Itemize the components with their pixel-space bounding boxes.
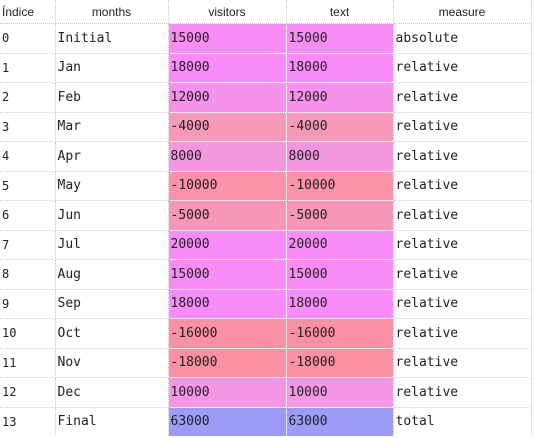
cell-months[interactable]: Jun (55, 200, 169, 231)
table-row[interactable]: 13 Final 63000 63000 total (0, 407, 532, 436)
column-header-months[interactable]: months (55, 0, 169, 24)
cell-months[interactable]: Aug (55, 259, 169, 290)
column-header-index[interactable]: Índice (0, 0, 56, 24)
cell-text[interactable]: -18000 (286, 348, 394, 378)
cell-text[interactable]: 18000 (286, 289, 394, 319)
cell-measure[interactable]: total (393, 407, 532, 436)
cell-measure[interactable]: relative (393, 200, 532, 231)
cell-months[interactable]: Sep (55, 289, 169, 319)
cell-visitors[interactable]: -10000 (168, 171, 287, 201)
cell-text[interactable]: 20000 (286, 230, 394, 260)
cell-measure[interactable]: relative (393, 112, 532, 142)
cell-measure[interactable]: relative (393, 82, 532, 113)
cell-visitors[interactable]: 63000 (168, 407, 287, 436)
cell-index[interactable]: 1 (0, 53, 56, 83)
cell-index[interactable]: 11 (0, 348, 56, 378)
cell-months[interactable]: Oct (55, 318, 169, 349)
cell-text[interactable]: -16000 (286, 318, 394, 349)
table-row[interactable]: 0 Initial 15000 15000 absolute (0, 23, 532, 54)
cell-measure[interactable]: relative (393, 141, 532, 172)
cell-months[interactable]: Jan (55, 53, 169, 83)
cell-index[interactable]: 7 (0, 230, 56, 260)
cell-index[interactable]: 13 (0, 407, 56, 436)
cell-index[interactable]: 0 (0, 23, 56, 54)
cell-index[interactable]: 4 (0, 141, 56, 172)
cell-text[interactable]: -4000 (286, 112, 394, 142)
cell-months[interactable]: Nov (55, 348, 169, 378)
cell-visitors[interactable]: -18000 (168, 348, 287, 378)
cell-text[interactable]: 15000 (286, 259, 394, 290)
cell-visitors[interactable]: 8000 (168, 141, 287, 172)
cell-index[interactable]: 5 (0, 171, 56, 201)
cell-measure[interactable]: relative (393, 348, 532, 378)
cell-index[interactable]: 6 (0, 200, 56, 231)
cell-index[interactable]: 9 (0, 289, 56, 319)
table-row[interactable]: 3 Mar -4000 -4000 relative (0, 112, 532, 142)
cell-months[interactable]: Feb (55, 82, 169, 113)
table-row[interactable]: 4 Apr 8000 8000 relative (0, 141, 532, 172)
table-row[interactable]: 1 Jan 18000 18000 relative (0, 53, 532, 83)
cell-months[interactable]: Jul (55, 230, 169, 260)
column-header-text[interactable]: text (286, 0, 394, 24)
cell-text[interactable]: -5000 (286, 200, 394, 231)
cell-measure[interactable]: relative (393, 53, 532, 83)
table-row[interactable]: 11 Nov -18000 -18000 relative (0, 348, 532, 378)
cell-measure[interactable]: relative (393, 318, 532, 349)
cell-text[interactable]: 8000 (286, 141, 394, 172)
table-row[interactable]: 2 Feb 12000 12000 relative (0, 82, 532, 113)
header-row: Índice months visitors text measure (0, 0, 532, 24)
table-row[interactable]: 9 Sep 18000 18000 relative (0, 289, 532, 319)
table-row[interactable]: 5 May -10000 -10000 relative (0, 171, 532, 201)
cell-months[interactable]: Dec (55, 377, 169, 408)
cell-index[interactable]: 8 (0, 259, 56, 290)
table-row[interactable]: 8 Aug 15000 15000 relative (0, 259, 532, 290)
cell-visitors[interactable]: -5000 (168, 200, 287, 231)
cell-index[interactable]: 10 (0, 318, 56, 349)
cell-measure[interactable]: absolute (393, 23, 532, 54)
cell-visitors[interactable]: 18000 (168, 289, 287, 319)
cell-visitors[interactable]: 15000 (168, 23, 287, 54)
cell-measure[interactable]: relative (393, 259, 532, 290)
table-row[interactable]: 6 Jun -5000 -5000 relative (0, 200, 532, 231)
cell-index[interactable]: 2 (0, 82, 56, 113)
cell-text[interactable]: 12000 (286, 82, 394, 113)
cell-text[interactable]: 18000 (286, 53, 394, 83)
cell-measure[interactable]: relative (393, 289, 532, 319)
cell-text[interactable]: -10000 (286, 171, 394, 201)
table-row[interactable]: 10 Oct -16000 -16000 relative (0, 318, 532, 349)
cell-months[interactable]: Final (55, 407, 169, 436)
cell-months[interactable]: Mar (55, 112, 169, 142)
cell-visitors[interactable]: -4000 (168, 112, 287, 142)
cell-text[interactable]: 10000 (286, 377, 394, 408)
cell-measure[interactable]: relative (393, 230, 532, 260)
cell-index[interactable]: 3 (0, 112, 56, 142)
table-row[interactable]: 12 Dec 10000 10000 relative (0, 377, 532, 408)
cell-months[interactable]: Initial (55, 23, 169, 54)
cell-text[interactable]: 15000 (286, 23, 394, 54)
cell-visitors[interactable]: 15000 (168, 259, 287, 290)
column-header-measure[interactable]: measure (393, 0, 532, 24)
cell-visitors[interactable]: 12000 (168, 82, 287, 113)
cell-visitors[interactable]: 20000 (168, 230, 287, 260)
cell-visitors[interactable]: -16000 (168, 318, 287, 349)
column-header-visitors[interactable]: visitors (168, 0, 287, 24)
cell-visitors[interactable]: 18000 (168, 53, 287, 83)
cell-text[interactable]: 63000 (286, 407, 394, 436)
cell-measure[interactable]: relative (393, 171, 532, 201)
cell-index[interactable]: 12 (0, 377, 56, 408)
cell-months[interactable]: May (55, 171, 169, 201)
cell-measure[interactable]: relative (393, 377, 532, 408)
table-header: Índice months visitors text measure (0, 0, 532, 24)
cell-visitors[interactable]: 10000 (168, 377, 287, 408)
cell-months[interactable]: Apr (55, 141, 169, 172)
table-body: 0 Initial 15000 15000 absolute 1 Jan 18000 18000… (0, 23, 532, 436)
table-row[interactable]: 7 Jul 20000 20000 relative (0, 230, 532, 260)
